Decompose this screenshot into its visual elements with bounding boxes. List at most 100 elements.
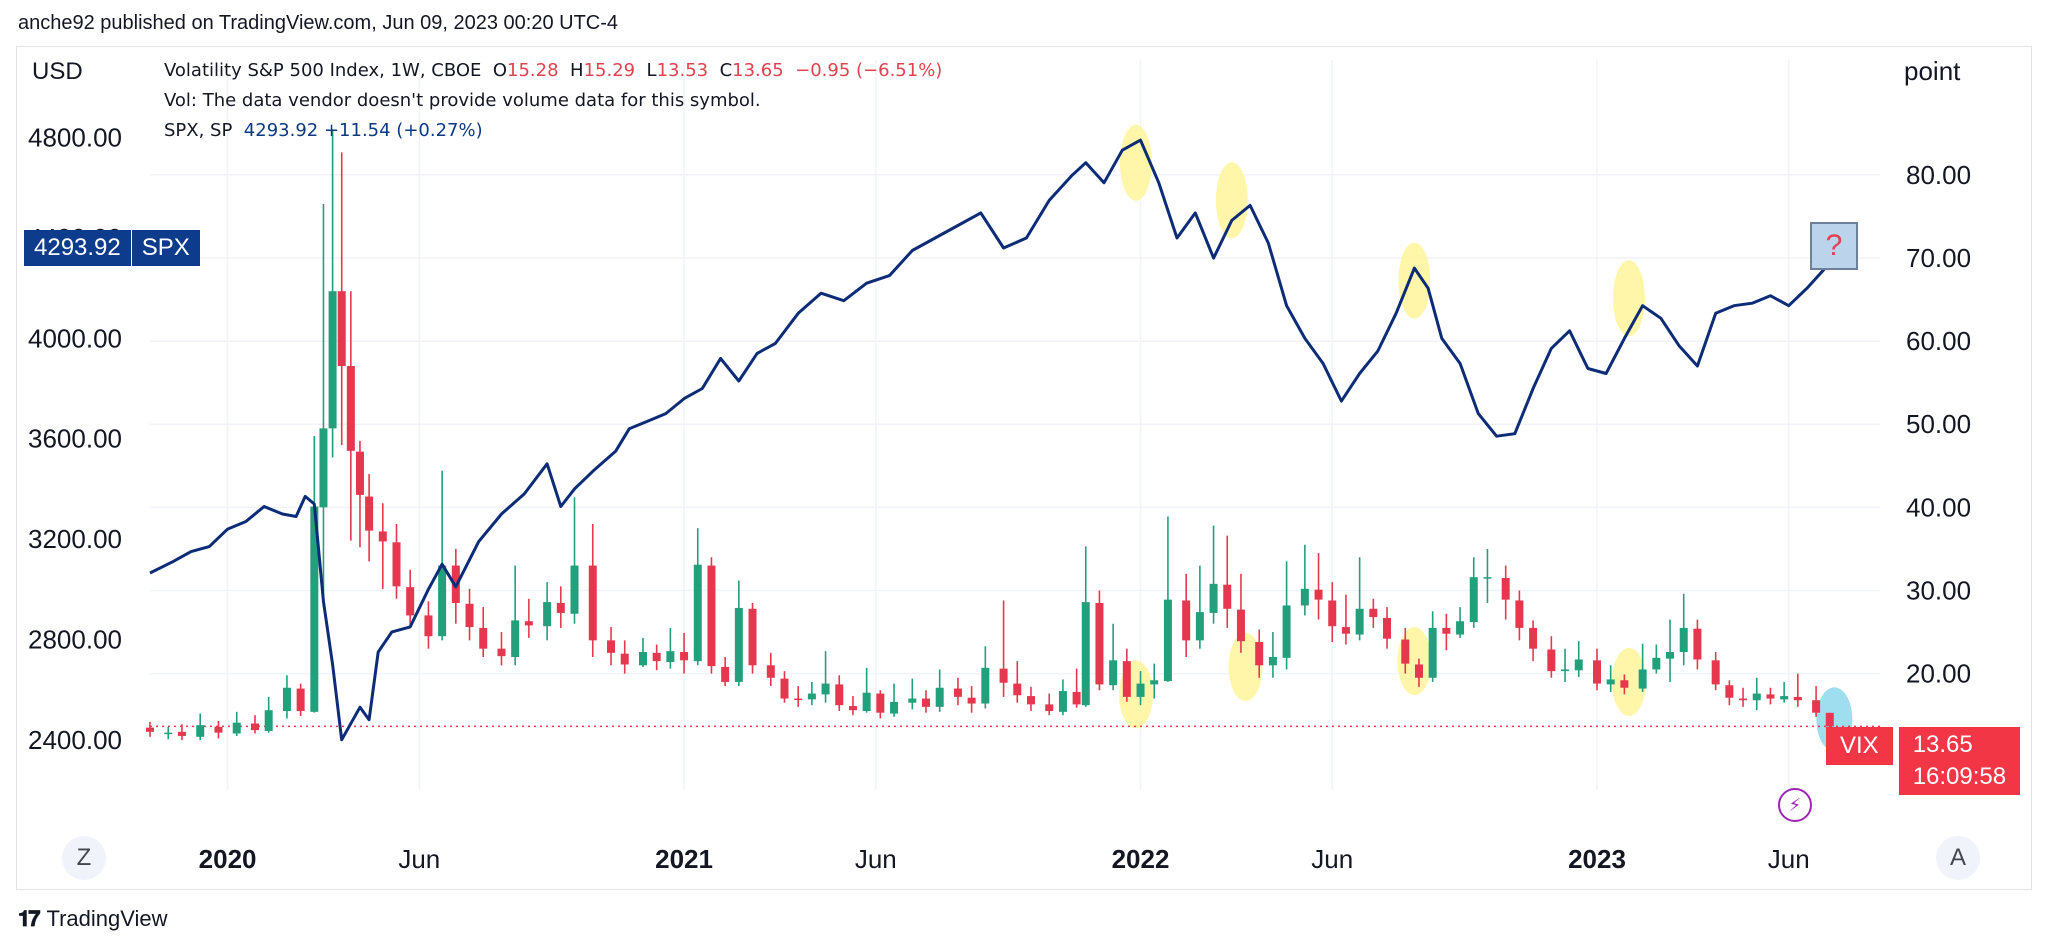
vix-candle-body bbox=[1825, 712, 1834, 727]
vix-candle-body bbox=[438, 565, 447, 637]
vix-candle-body bbox=[1355, 608, 1364, 635]
volume-note: Vol: The data vendor doesn't provide vol… bbox=[164, 90, 761, 111]
vix-candle-body bbox=[1058, 691, 1067, 712]
vix-candle-body bbox=[1072, 691, 1081, 705]
a-button[interactable]: A bbox=[1936, 836, 1980, 880]
vix-candle-body bbox=[1469, 577, 1478, 623]
tradingview-logo[interactable]: 𝟏𝟕 TradingView bbox=[18, 906, 168, 932]
vix-candle-body bbox=[1163, 599, 1172, 682]
vix-symbol-name[interactable]: Volatility S&P 500 Index, 1W, CBOE bbox=[164, 60, 482, 81]
vix-candle-body bbox=[1693, 628, 1702, 660]
right-axis-tick: 20.00 bbox=[1906, 659, 1971, 689]
vix-candle-body bbox=[1122, 661, 1131, 697]
x-axis-tick: 2020 bbox=[199, 844, 257, 874]
vix-tag-values: 13.65 16:09:58 bbox=[1898, 727, 2021, 795]
vix-candle-body bbox=[497, 648, 506, 657]
vix-candle-body bbox=[378, 531, 387, 542]
vix-candle-body bbox=[1812, 700, 1821, 713]
vix-candle-body bbox=[1045, 704, 1054, 712]
z-button[interactable]: Z bbox=[62, 836, 106, 880]
vix-candle-body bbox=[296, 688, 305, 712]
x-axis-tick: Jun bbox=[1768, 844, 1810, 874]
vix-candle-body bbox=[1592, 660, 1601, 684]
vix-candle-body bbox=[319, 428, 328, 508]
vix-candle-body bbox=[588, 565, 597, 641]
vix-candle-body bbox=[1428, 627, 1437, 678]
vix-candle-body bbox=[1725, 685, 1734, 698]
lightning-icon[interactable]: ⚡ bbox=[1778, 788, 1812, 822]
vix-candle-body bbox=[876, 693, 885, 713]
right-axis-tick: 40.00 bbox=[1906, 492, 1971, 522]
x-axis-tick: 2022 bbox=[1112, 844, 1170, 874]
vix-candle-body bbox=[1652, 657, 1661, 670]
vix-candle-body bbox=[365, 496, 374, 531]
left-axis-currency: USD bbox=[32, 58, 83, 85]
spx-legend-value: 4293.92 bbox=[243, 120, 319, 141]
spx-symbol-name[interactable]: SPX, SP bbox=[164, 120, 233, 141]
spx-tag-name: SPX bbox=[130, 230, 200, 266]
vix-candle-body bbox=[1182, 600, 1191, 641]
vix-candle-body bbox=[953, 688, 962, 697]
vix-candle-body bbox=[355, 451, 364, 495]
vix-candle-body bbox=[1620, 680, 1629, 688]
vix-candle-body bbox=[1752, 693, 1761, 701]
vix-candle-body bbox=[1414, 664, 1423, 678]
vix-candle-body bbox=[693, 564, 702, 662]
left-axis-tick: 2400.00 bbox=[28, 725, 122, 755]
highlight-spx-peak bbox=[1612, 260, 1645, 337]
vix-candle-body bbox=[794, 698, 803, 701]
chart-frame[interactable] bbox=[16, 46, 2032, 890]
vix-candle-body bbox=[1109, 660, 1118, 686]
x-axis-tick: Jun bbox=[398, 844, 440, 874]
right-axis-tick: 30.00 bbox=[1906, 575, 1971, 605]
vix-candle-body bbox=[1679, 627, 1688, 652]
vix-candle-body bbox=[1501, 578, 1510, 600]
close-value: 13.65 bbox=[732, 60, 784, 81]
vix-legend[interactable]: Volatility S&P 500 Index, 1W, CBOE O15.2… bbox=[164, 60, 942, 81]
vix-candle-body bbox=[1268, 656, 1277, 666]
high-value: 15.29 bbox=[583, 60, 636, 81]
spx-line bbox=[149, 138, 1835, 742]
vix-candle-body bbox=[1529, 627, 1538, 649]
vix-candle-body bbox=[406, 587, 415, 616]
vix-candle-body bbox=[999, 668, 1008, 683]
vix-candle-body bbox=[1223, 584, 1232, 609]
vix-candle-body bbox=[250, 723, 259, 731]
vix-candle-body bbox=[680, 652, 689, 661]
highlight-spx-peak bbox=[1215, 162, 1248, 239]
highlight-spx-peak bbox=[1398, 242, 1431, 319]
vix-candle-body bbox=[908, 698, 917, 703]
right-axis-tick: 50.00 bbox=[1906, 409, 1971, 439]
vix-candle-body bbox=[1314, 589, 1323, 600]
vix-candle-body bbox=[1282, 605, 1291, 658]
vix-candle-body bbox=[1739, 698, 1748, 701]
vix-candle-body bbox=[848, 706, 857, 711]
vix-candle-body bbox=[1711, 660, 1720, 685]
vix-candle-body bbox=[214, 726, 223, 733]
highlight-vix-low bbox=[1611, 647, 1646, 716]
vix-candle-body bbox=[1547, 649, 1556, 672]
x-axis-tick: 2023 bbox=[1568, 844, 1626, 874]
vix-candle-body bbox=[620, 653, 629, 665]
vix-countdown: 16:09:58 bbox=[1912, 763, 2007, 790]
spx-legend[interactable]: SPX, SP 4293.92 +11.54 (+0.27%) bbox=[164, 120, 483, 141]
vix-candle-body bbox=[1081, 602, 1090, 706]
vix-candle-body bbox=[890, 701, 899, 714]
vix-candle-body bbox=[1442, 627, 1451, 634]
vix-candle-body bbox=[232, 722, 241, 734]
vix-candle-body bbox=[1574, 659, 1583, 671]
vix-candle-body bbox=[780, 678, 789, 699]
vix-candle-body bbox=[1638, 669, 1647, 689]
vix-candle-body bbox=[511, 620, 520, 657]
vix-candle-body bbox=[524, 621, 533, 626]
vix-candle-body bbox=[821, 683, 830, 695]
vix-candle-body bbox=[164, 732, 173, 735]
vix-candle-body bbox=[721, 666, 730, 682]
x-axis-tick: Jun bbox=[1311, 844, 1353, 874]
vix-candle-body bbox=[1666, 652, 1675, 659]
vix-candle-body bbox=[1341, 627, 1350, 634]
vix-candle-body bbox=[328, 291, 337, 429]
vix-candle-body bbox=[1136, 683, 1145, 697]
vix-candle-body bbox=[177, 731, 186, 736]
